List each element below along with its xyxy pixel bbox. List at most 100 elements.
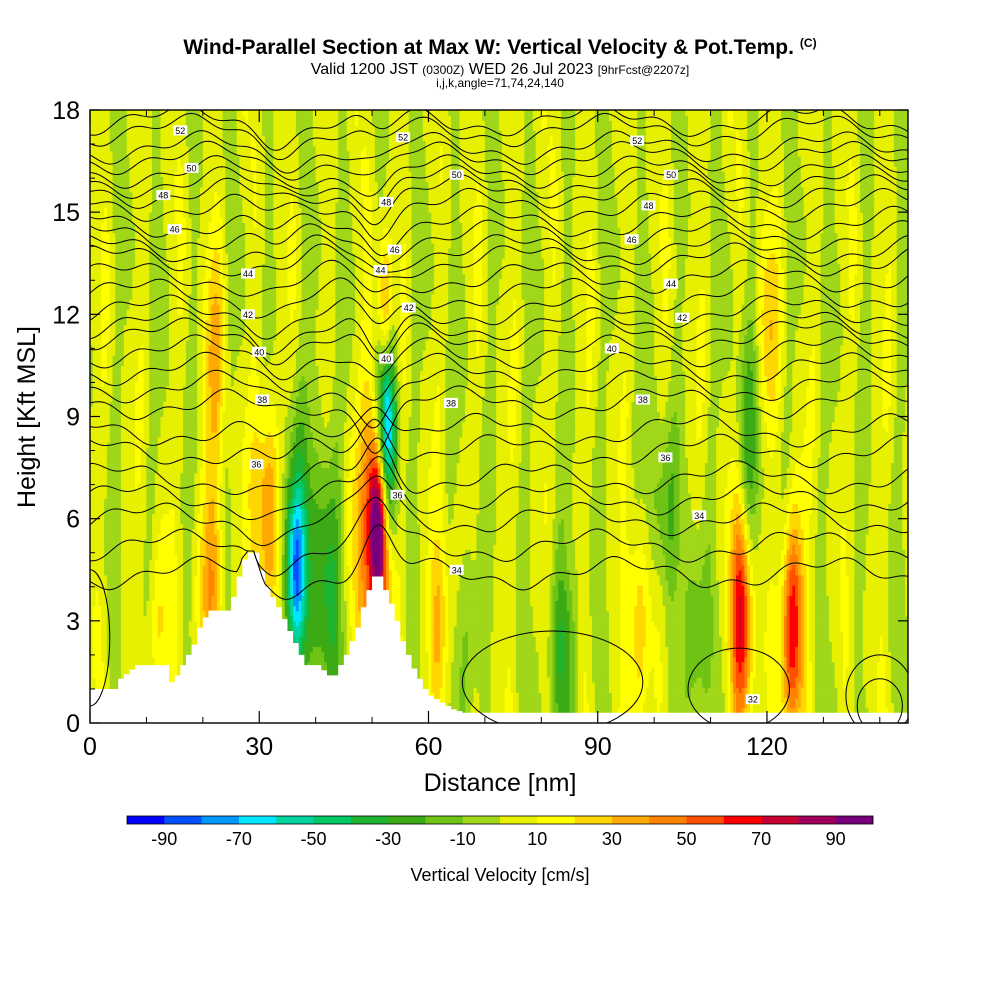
velocity-cell — [143, 370, 148, 377]
velocity-cell — [112, 493, 116, 499]
velocity-cell — [90, 677, 94, 683]
velocity-cell — [95, 196, 100, 203]
velocity-cell — [98, 682, 102, 688]
velocity-cell — [137, 273, 142, 280]
velocity-cell — [92, 288, 97, 295]
velocity-cell — [126, 411, 131, 418]
velocity-cell — [140, 579, 145, 586]
velocity-cell — [104, 278, 108, 285]
velocity-cell — [104, 682, 108, 688]
velocity-cell — [146, 431, 150, 438]
velocity-cell — [129, 263, 133, 269]
velocity-cell — [104, 293, 108, 300]
velocity-cell — [137, 661, 142, 668]
velocity-cell — [118, 421, 122, 428]
velocity-cell — [118, 350, 122, 356]
velocity-cell — [112, 615, 116, 622]
velocity-cell — [109, 166, 114, 172]
velocity-cell — [104, 201, 108, 208]
velocity-cell — [118, 477, 122, 484]
velocity-cell — [123, 232, 128, 239]
velocity-cell — [123, 293, 128, 300]
velocity-cell — [149, 559, 153, 566]
velocity-cell — [129, 615, 133, 622]
velocity-cell — [146, 615, 150, 622]
velocity-cell — [104, 232, 108, 239]
velocity-cell — [92, 293, 97, 300]
velocity-cell — [101, 344, 105, 351]
velocity-cell — [109, 600, 114, 607]
velocity-cell — [118, 258, 122, 264]
velocity-cell — [135, 344, 139, 351]
velocity-cell — [112, 140, 116, 147]
velocity-cell — [140, 334, 145, 341]
velocity-cell — [140, 462, 145, 469]
velocity-cell — [132, 293, 136, 300]
velocity-cell — [106, 145, 111, 152]
velocity-cell — [112, 442, 116, 448]
velocity-cell — [92, 631, 97, 637]
velocity-cell — [115, 324, 119, 331]
velocity-cell — [92, 625, 97, 632]
velocity-cell — [149, 467, 153, 474]
velocity-cell — [132, 523, 136, 530]
velocity-cell — [135, 110, 139, 116]
velocity-cell — [140, 329, 145, 336]
velocity-cell — [135, 498, 139, 504]
velocity-cell — [129, 355, 133, 361]
velocity-cell — [109, 595, 114, 601]
velocity-cell — [143, 191, 148, 198]
velocity-cell — [121, 201, 125, 208]
velocity-cell — [149, 585, 153, 591]
velocity-cell — [123, 196, 128, 203]
velocity-cell — [104, 488, 108, 494]
velocity-cell — [101, 605, 105, 612]
velocity-cell — [112, 508, 116, 515]
velocity-cell — [106, 646, 111, 653]
velocity-cell — [95, 110, 100, 116]
velocity-cell — [123, 401, 128, 407]
velocity-cell — [140, 309, 145, 315]
velocity-cell — [112, 278, 116, 285]
velocity-cell — [146, 411, 150, 418]
velocity-cell — [129, 600, 133, 607]
velocity-cell — [132, 610, 136, 617]
velocity-cell — [121, 498, 125, 504]
velocity-cell — [126, 457, 131, 464]
velocity-cell — [115, 549, 119, 556]
velocity-cell — [115, 436, 119, 443]
velocity-cell — [95, 217, 100, 223]
velocity-cell — [121, 186, 125, 193]
velocity-cell — [109, 283, 114, 290]
velocity-cell — [123, 523, 128, 530]
velocity-cell — [137, 620, 142, 627]
velocity-cell — [149, 406, 153, 412]
velocity-cell — [90, 595, 94, 601]
velocity-cell — [109, 309, 114, 315]
velocity-cell — [140, 344, 145, 351]
velocity-cell — [112, 595, 116, 601]
velocity-cell — [112, 431, 116, 438]
velocity-cell — [90, 431, 94, 438]
velocity-cell — [95, 273, 100, 280]
velocity-cell — [104, 191, 108, 198]
velocity-cell — [146, 380, 150, 387]
velocity-cell — [90, 554, 94, 561]
velocity-cell — [106, 155, 111, 162]
velocity-cell — [121, 671, 125, 678]
velocity-cell — [143, 467, 148, 474]
velocity-cell — [98, 161, 102, 167]
velocity-cell — [129, 585, 133, 591]
velocity-cell — [143, 324, 148, 331]
velocity-cell — [98, 375, 102, 382]
velocity-cell — [149, 493, 153, 499]
velocity-cell — [115, 212, 119, 218]
velocity-cell — [129, 498, 133, 504]
velocity-cell — [140, 319, 145, 326]
velocity-cell — [140, 390, 145, 397]
velocity-cell — [123, 656, 128, 663]
velocity-cell — [90, 447, 94, 453]
velocity-cell — [132, 258, 136, 264]
velocity-cell — [123, 651, 128, 658]
velocity-cell — [90, 467, 94, 474]
